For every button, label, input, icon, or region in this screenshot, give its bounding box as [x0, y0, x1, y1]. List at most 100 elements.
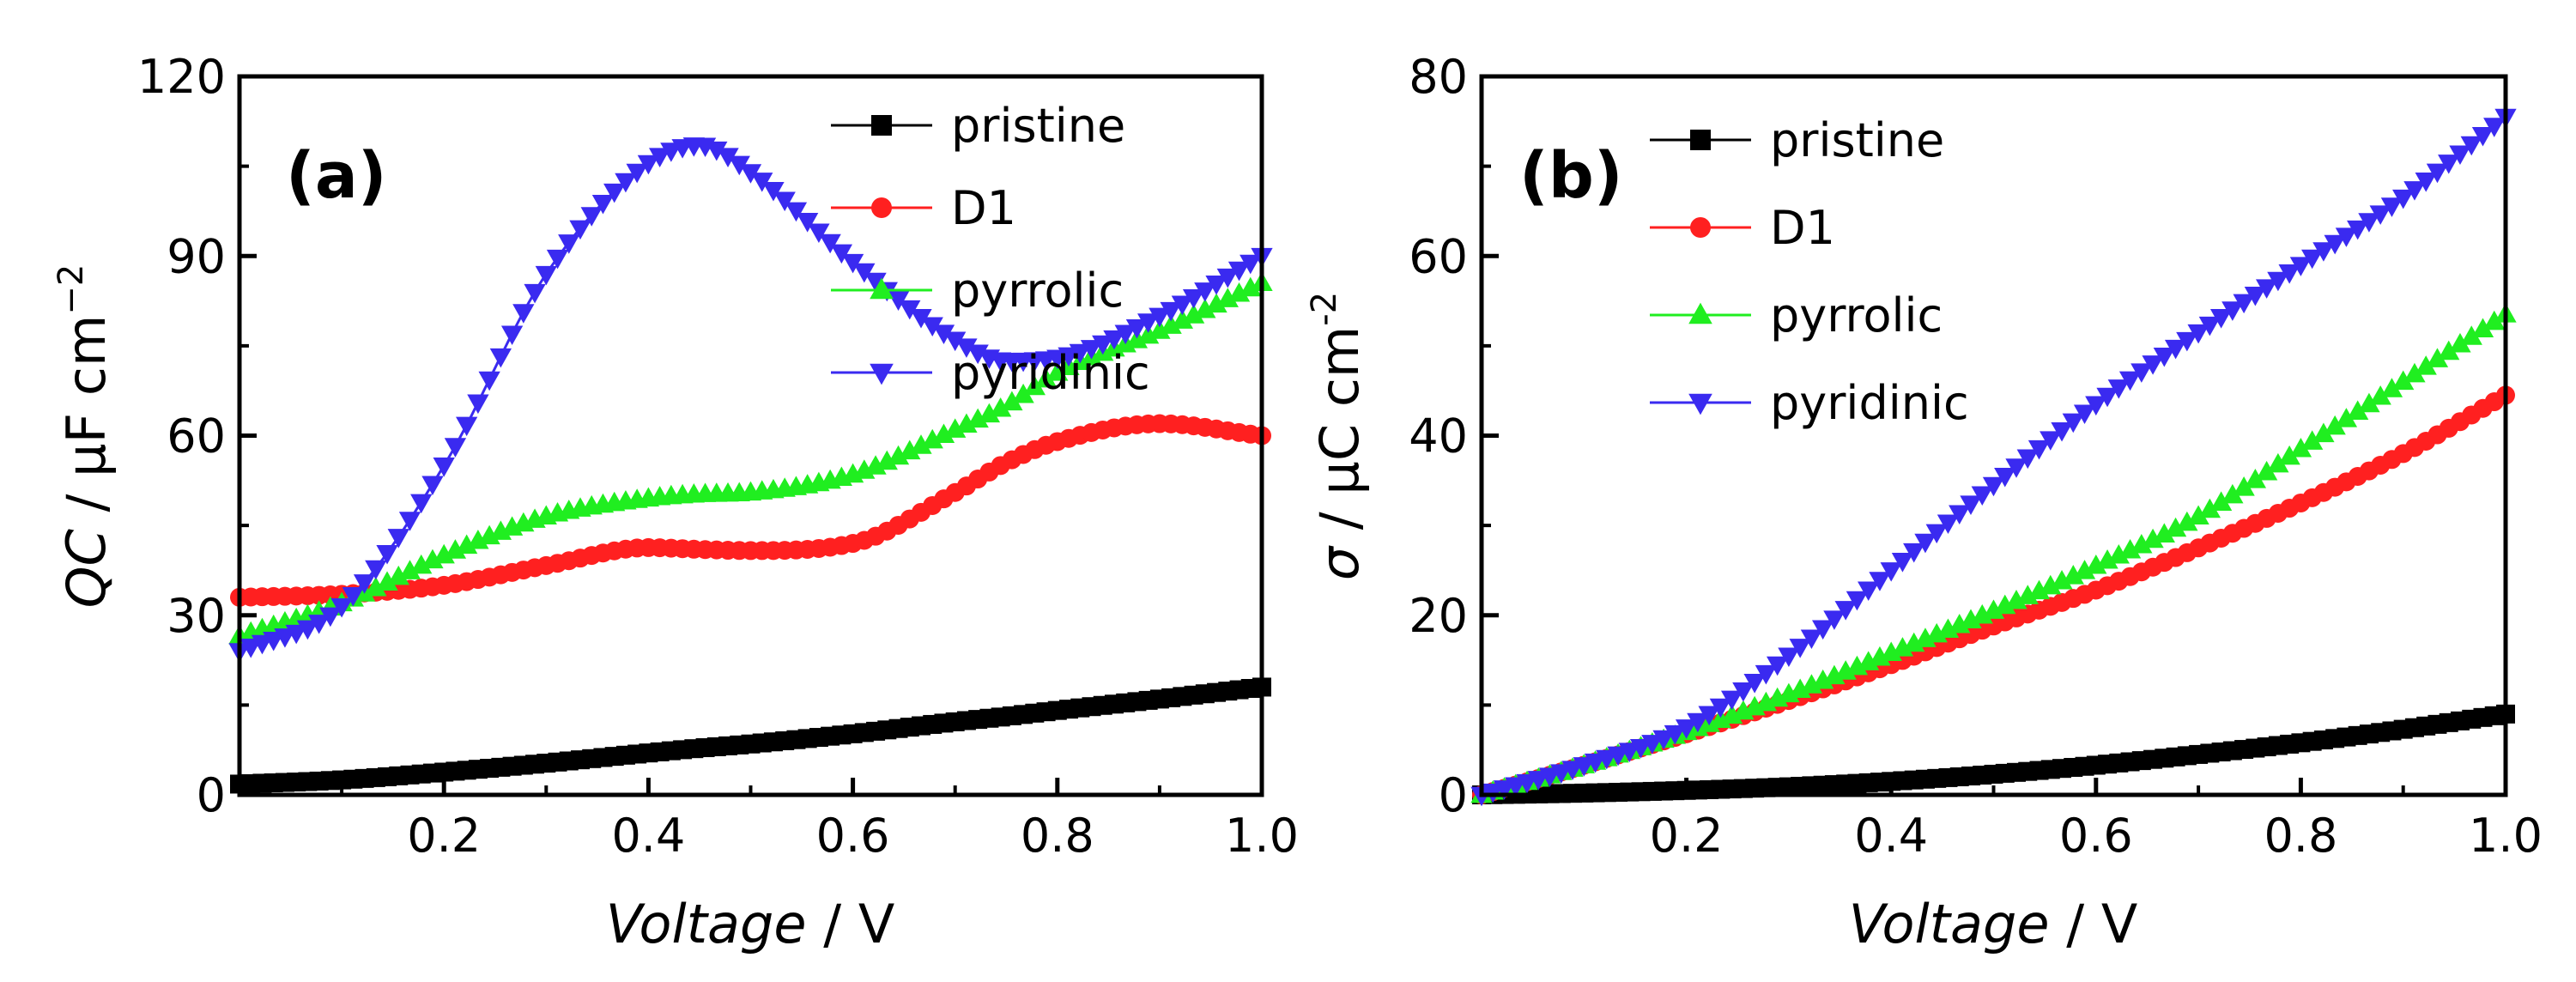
- panel-a-y-axis-label: QC / μF cm−2: [52, 264, 118, 609]
- panel-a-legend-item-pyridinic: pyridinic: [831, 346, 1150, 400]
- panel-a-series-pyridinic: [228, 137, 1273, 663]
- panel-a-series: [228, 137, 1273, 794]
- panel-a-point-pyrrolic: [376, 571, 398, 591]
- panel-b-point-pyridinic: [1858, 581, 1880, 602]
- panel-b-y-axis-label: σ / μC cm-2: [1305, 292, 1371, 580]
- panel-b-point-pyrrolic: [2051, 569, 2073, 590]
- panel-a-point-pyridinic: [1069, 343, 1091, 364]
- legend-marker: [870, 277, 894, 300]
- panel-a-point-pyridinic: [1114, 324, 1136, 345]
- panel-b-point-pyrrolic: [2403, 362, 2426, 383]
- panel-b-point-pyrrolic: [2005, 590, 2027, 609]
- legend-label: pyridinic: [951, 346, 1150, 400]
- panel-a-point-pyridinic: [489, 348, 512, 368]
- panel-a-x-axis-label: Voltage / V: [606, 893, 894, 955]
- panel-a-point-pyridinic: [1227, 261, 1251, 282]
- panel-a-point-pyridinic: [342, 586, 364, 607]
- panel-b-point-pyrrolic: [2062, 565, 2084, 585]
- panel-b-point-pyridinic: [1641, 735, 1664, 755]
- panel-b-ytick-label: 40: [1409, 409, 1468, 464]
- panel-b-point-pyridinic: [2403, 181, 2426, 201]
- panel-a-point-pyrrolic: [365, 576, 387, 597]
- panel-b-point-pyridinic: [2347, 220, 2369, 240]
- panel-a-point-pyrrolic: [955, 413, 978, 433]
- panel-b-point-pyrrolic: [2358, 392, 2380, 413]
- legend-label: pristine: [951, 99, 1125, 153]
- panel-b-point-pyridinic: [2255, 279, 2278, 299]
- panel-a-point-pyridinic: [376, 544, 398, 565]
- panel-b-point-pyrrolic: [2449, 332, 2471, 353]
- panel-b-point-pyridinic: [2131, 363, 2153, 383]
- panel-a-point-pyridinic: [410, 494, 433, 514]
- panel-b-point-pyrrolic: [2198, 498, 2221, 518]
- panel-b-point-pyridinic: [2358, 213, 2380, 233]
- panel-a-point-pyridinic: [603, 183, 626, 203]
- panel-a-point-pyridinic: [444, 438, 467, 458]
- panel-a-legend-item-pristine: pristine: [831, 99, 1125, 153]
- panel-a-point-pyridinic: [467, 394, 489, 415]
- panel-a-point-pyridinic: [478, 371, 500, 391]
- panel-a-point-pyrrolic: [1227, 282, 1251, 302]
- panel-b-line-pyrrolic: [1481, 313, 2506, 797]
- panel-b-point-pyrrolic: [2335, 408, 2358, 427]
- panel-b-line-pyridinic: [1481, 115, 2506, 797]
- panel-b-point-pyridinic: [2301, 249, 2324, 270]
- panel-b-series: [1470, 108, 2517, 807]
- legend-marker: [1688, 302, 1712, 324]
- panel-b-legend: pristine D1 pyrrolic pyridinic: [1650, 113, 1969, 430]
- panel-b-point-pyrrolic: [2369, 385, 2391, 405]
- panel-b-point-pyridinic: [2267, 271, 2289, 292]
- panel-b-point-pyridinic: [2312, 242, 2335, 262]
- panel-a-point-pyridinic: [1194, 282, 1216, 302]
- panel-a-point-pyridinic: [853, 263, 876, 283]
- panel-a-point-pyridinic: [728, 155, 750, 176]
- panel-a-point-pyridinic: [1160, 301, 1182, 322]
- panel-b-x-axis-label: Voltage / V: [1849, 893, 2137, 955]
- panel-a-point-pyridinic: [887, 291, 910, 311]
- panel-a-point-pyridinic: [1182, 288, 1205, 309]
- panel-a-point-pyridinic: [773, 191, 796, 212]
- panel-b-legend-item-pristine: pristine: [1650, 113, 1944, 167]
- panel-b-point-pyridinic: [2153, 347, 2175, 367]
- panel-b-point-pyrrolic: [2096, 549, 2118, 569]
- panel-b-point-pyridinic: [2073, 404, 2096, 425]
- legend-label: pyridinic: [1770, 376, 1969, 430]
- panel-a-point-pyridinic: [615, 173, 637, 193]
- panel-b-point-pyridinic: [2221, 301, 2244, 321]
- panel-b-point-pyridinic: [2096, 387, 2118, 408]
- panel-a-point-pyrrolic: [887, 445, 910, 465]
- panel-b-xtick-label: 0.8: [2264, 809, 2337, 863]
- panel-b-point-pyridinic: [1629, 738, 1652, 759]
- panel-b-point-pyrrolic: [2085, 555, 2107, 574]
- panel-b-point-pyridinic: [2471, 126, 2494, 147]
- panel-a-point-pyrrolic: [932, 423, 955, 444]
- panel-b-point-pyridinic: [1743, 674, 1766, 694]
- panel-b-point-pyridinic: [1709, 698, 1732, 718]
- panel-b-point-pyrrolic: [2289, 437, 2312, 458]
- panel-a-point-pyrrolic: [910, 434, 932, 454]
- panel-a-line-d1: [239, 421, 1263, 599]
- panel-b-xtick-label: 0.6: [2059, 809, 2133, 863]
- panel-b-point-pyridinic: [2369, 205, 2391, 225]
- panel-b-point-pyrrolic: [2164, 517, 2187, 537]
- panel-a-point-pyrrolic: [1160, 314, 1182, 334]
- panel-a-point-pyridinic: [717, 148, 739, 167]
- panel-b-point-pyridinic: [2142, 355, 2164, 375]
- panel-b-legend-item-pyridinic: pyridinic: [1650, 376, 1969, 430]
- panel-a-point-pyridinic: [398, 512, 421, 531]
- panel-a-point-pyridinic: [1080, 340, 1103, 360]
- panel-a-point-pyridinic: [751, 173, 773, 192]
- panel-b-point-pyrrolic: [2392, 370, 2415, 391]
- panel-b-point-pyrrolic: [2267, 452, 2289, 473]
- panel-a-label: (a): [286, 139, 387, 213]
- panel-a-xtick-label: 1.0: [1225, 809, 1299, 863]
- panel-a-xtick-label: 0.2: [407, 809, 481, 863]
- panel-b-ytick-label: 20: [1409, 589, 1468, 643]
- panel-b-point-pyrrolic: [2176, 511, 2198, 531]
- panel-a-point-pyridinic: [456, 416, 478, 437]
- panel-b-point-pyridinic: [1652, 730, 1675, 750]
- panel-a-point-pyrrolic: [944, 418, 967, 438]
- panel-b-point-pyridinic: [2209, 309, 2233, 329]
- panel-b-point-pyridinic: [2164, 339, 2187, 360]
- panel-a-point-pyrrolic: [1240, 276, 1262, 297]
